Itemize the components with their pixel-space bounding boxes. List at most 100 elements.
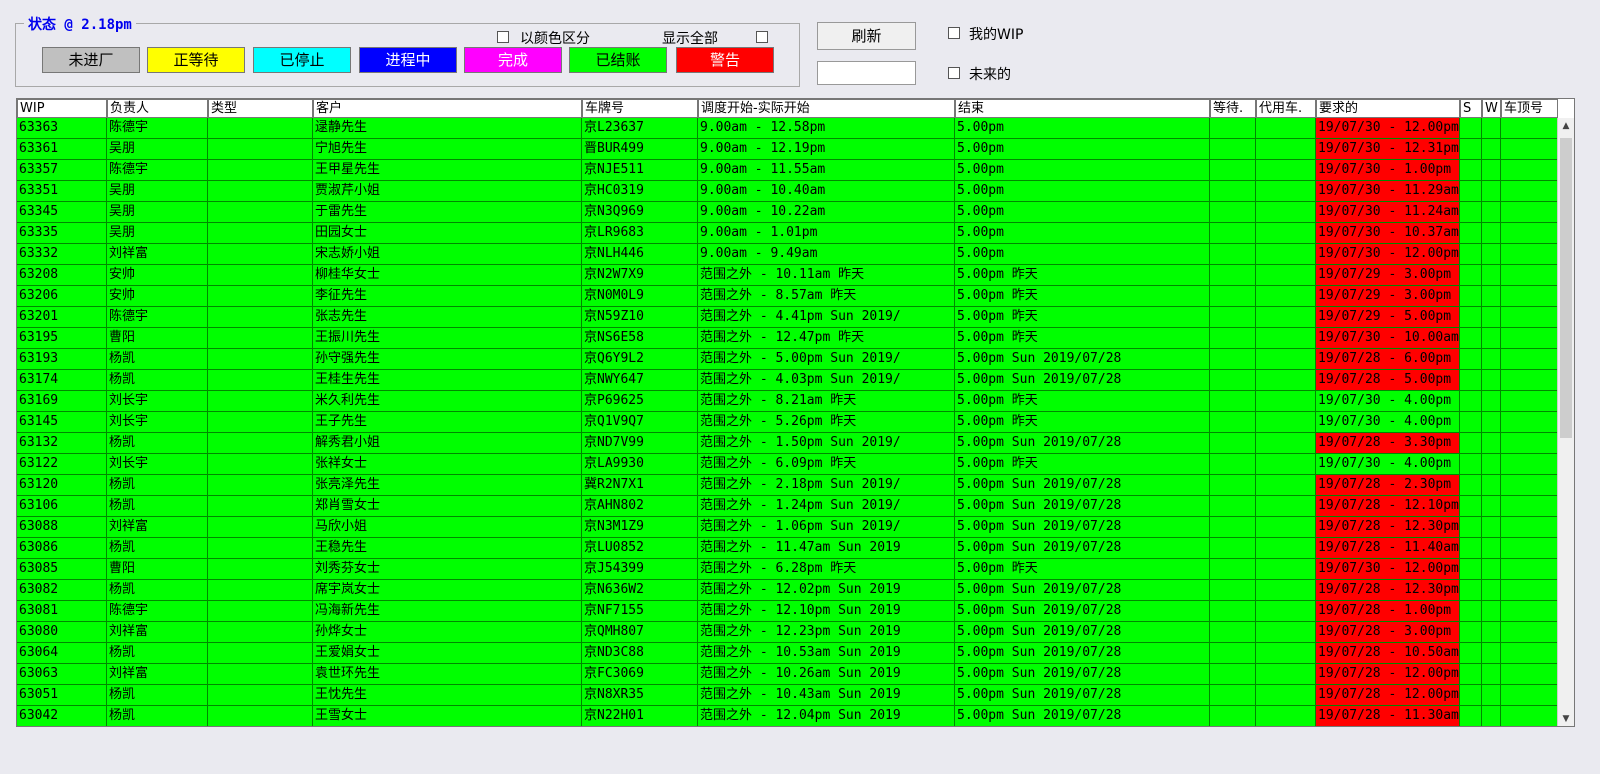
column-header-owner[interactable]: 负责人 [107, 99, 208, 118]
refresh-button[interactable]: 刷新 [817, 22, 916, 50]
column-header-roof[interactable]: 车顶号 [1501, 99, 1558, 118]
cell-wait [1210, 307, 1256, 328]
cell-end: 5.00pm Sun 2019/07/28 [955, 622, 1210, 643]
table-row[interactable]: 63201 陈德宇 张志先生 京N59Z10 范围之外 - 4.41pm Sun 201… [17, 307, 1558, 328]
cell-type [208, 370, 313, 391]
cell-start: 范围之外 - 12.23pm Sun 2019 [698, 622, 955, 643]
status-button-3[interactable]: 进程中 [359, 47, 457, 73]
table-row[interactable]: 63086 杨凯 王稳先生 京LU0852 范围之外 - 11.47am Sun 201… [17, 538, 1558, 559]
table-row[interactable]: 63361 吴朋 宁旭先生 晋BUR499 9.00am - 12.19pm 5.00pm… [17, 139, 1558, 160]
table-row[interactable]: 63051 杨凯 王忱先生 京N8XR35 范围之外 - 10.43am Sun 201… [17, 685, 1558, 706]
table-row[interactable]: 63080 刘祥富 孙烨女士 京QMH807 范围之外 - 12.23pm Sun 20… [17, 622, 1558, 643]
cell-loan [1256, 559, 1316, 580]
column-header-customer[interactable]: 客户 [313, 99, 582, 118]
cell-s [1460, 664, 1482, 685]
table-row[interactable]: 63335 吴朋 田园女士 京LR9683 9.00am - 1.01pm 5.00pm 1… [17, 223, 1558, 244]
cell-loan [1256, 517, 1316, 538]
cell-s [1460, 559, 1482, 580]
table-row[interactable]: 63081 陈德宇 冯海新先生 京NF7155 范围之外 - 12.10pm Sun 2… [17, 601, 1558, 622]
cell-start: 范围之外 - 10.11am 昨天 [698, 265, 955, 286]
table-row[interactable]: 63132 杨凯 解秀君小姐 京ND7V99 范围之外 - 1.50pm Sun 201… [17, 433, 1558, 454]
table-row[interactable]: 63082 杨凯 席宇岚女士 京N636W2 范围之外 - 12.02pm Sun 20… [17, 580, 1558, 601]
status-button-5[interactable]: 已结账 [569, 47, 667, 73]
cell-plate: 京N8XR35 [582, 685, 698, 706]
table-row[interactable]: 63332 刘祥富 宋志娇小姐 京NLH446 9.00am - 9.49am 5.00p… [17, 244, 1558, 265]
table-row[interactable]: 63193 杨凯 孙守强先生 京Q6Y9L2 范围之外 - 5.00pm Sun 201… [17, 349, 1558, 370]
table-row[interactable]: 63345 吴朋 于雷先生 京N3Q969 9.00am - 10.22am 5.00pm… [17, 202, 1558, 223]
cell-plate: 京QMH807 [582, 622, 698, 643]
column-header-wait[interactable]: 等待. [1210, 99, 1256, 118]
cell-end: 5.00pm [955, 139, 1210, 160]
column-header-type[interactable]: 类型 [208, 99, 313, 118]
table-row[interactable]: 63195 曹阳 王振川先生 京NS6E58 范围之外 - 12.47pm 昨天 5.00… [17, 328, 1558, 349]
cell-type [208, 538, 313, 559]
table-row[interactable]: 63363 陈德宇 逯静先生 京L23637 9.00am - 12.58pm 5.00p… [17, 118, 1558, 139]
cell-customer: 解秀君小姐 [313, 433, 582, 454]
my-wip-checkbox[interactable] [948, 27, 960, 39]
column-header-w[interactable]: W [1482, 99, 1501, 118]
show-all-checkbox[interactable] [756, 31, 768, 43]
column-header-loan[interactable]: 代用车. [1256, 99, 1316, 118]
cell-plate: 晋BUR499 [582, 139, 698, 160]
cell-loan [1256, 433, 1316, 454]
cell-s [1460, 202, 1482, 223]
cell-req: 19/07/28 - 6.00pm [1316, 349, 1460, 370]
cell-type [208, 307, 313, 328]
status-button-2[interactable]: 已停止 [253, 47, 351, 73]
scrollbar-thumb[interactable] [1560, 138, 1572, 438]
cell-loan [1256, 412, 1316, 433]
cell-customer: 王忱先生 [313, 685, 582, 706]
cell-start: 范围之外 - 8.21am 昨天 [698, 391, 955, 412]
table-row[interactable]: 63088 刘祥富 马欣小姐 京N3M1Z9 范围之外 - 1.06pm Sun 201… [17, 517, 1558, 538]
cell-type [208, 286, 313, 307]
table-row[interactable]: 63174 杨凯 王桂生先生 京NWY647 范围之外 - 4.03pm Sun 201… [17, 370, 1558, 391]
future-checkbox[interactable] [948, 67, 960, 79]
cell-owner: 曹阳 [107, 328, 208, 349]
table-row[interactable]: 63064 杨凯 王爱娟女士 京ND3C88 范围之外 - 10.53am Sun 20… [17, 643, 1558, 664]
vertical-scrollbar[interactable]: ▲ ▼ [1557, 118, 1574, 726]
color-distinguish-checkbox[interactable] [497, 31, 509, 43]
filter-input[interactable] [817, 61, 916, 85]
cell-plate: 京J54399 [582, 559, 698, 580]
table-row[interactable]: 63042 杨凯 王雪女士 京N22H01 范围之外 - 12.04pm Sun 201… [17, 706, 1558, 726]
table-row[interactable]: 63085 曹阳 刘秀芬女士 京J54399 范围之外 - 6.28pm 昨天 5.00p… [17, 559, 1558, 580]
scroll-up-icon[interactable]: ▲ [1562, 121, 1570, 131]
status-button-1[interactable]: 正等待 [147, 47, 245, 73]
column-header-plate[interactable]: 车牌号 [582, 99, 698, 118]
cell-w [1482, 307, 1501, 328]
table-row[interactable]: 63206 安帅 李征先生 京N0M0L9 范围之外 - 8.57am 昨天 5.00pm… [17, 286, 1558, 307]
status-button-0[interactable]: 未进厂 [42, 47, 140, 73]
table-row[interactable]: 63169 刘长宇 米久利先生 京P69625 范围之外 - 8.21am 昨天 5.00… [17, 391, 1558, 412]
column-header-s[interactable]: S [1460, 99, 1482, 118]
cell-customer: 张志先生 [313, 307, 582, 328]
cell-owner: 杨凯 [107, 706, 208, 726]
status-button-6[interactable]: 警告 [676, 47, 774, 73]
cell-req: 19/07/29 - 3.00pm [1316, 286, 1460, 307]
table-row[interactable]: 63063 刘祥富 袁世环先生 京FC3069 范围之外 - 10.26am Sun 2… [17, 664, 1558, 685]
cell-w [1482, 517, 1501, 538]
cell-req: 19/07/28 - 3.00pm [1316, 622, 1460, 643]
table-row[interactable]: 63357 陈德宇 王甲星先生 京NJE511 9.00am - 11.55am 5.00… [17, 160, 1558, 181]
cell-owner: 杨凯 [107, 370, 208, 391]
table-row[interactable]: 63351 吴朋 贾淑芹小姐 京HC0319 9.00am - 10.40am 5.00p… [17, 181, 1558, 202]
table-row[interactable]: 63145 刘长宇 王子先生 京Q1V9Q7 范围之外 - 5.26pm 昨天 5.00p… [17, 412, 1558, 433]
cell-owner: 陈德宇 [107, 118, 208, 139]
table-row[interactable]: 63106 杨凯 郑肖雪女士 京AHN802 范围之外 - 1.24pm Sun 201… [17, 496, 1558, 517]
column-header-start[interactable]: 调度开始-实际开始 [698, 99, 955, 118]
cell-loan [1256, 265, 1316, 286]
cell-roof [1501, 622, 1558, 643]
table-row[interactable]: 63122 刘长宇 张祥女士 京LA9930 范围之外 - 6.09pm 昨天 5.00p… [17, 454, 1558, 475]
cell-loan [1256, 538, 1316, 559]
table-row[interactable]: 63208 安帅 柳桂华女士 京N2W7X9 范围之外 - 10.11am 昨天 5.00… [17, 265, 1558, 286]
cell-req: 19/07/30 - 12.00pm [1316, 244, 1460, 265]
scroll-down-icon[interactable]: ▼ [1562, 714, 1570, 724]
cell-start: 范围之外 - 1.24pm Sun 2019/ [698, 496, 955, 517]
cell-wait [1210, 601, 1256, 622]
table-row[interactable]: 63120 杨凯 张亮泽先生 冀R2N7X1 范围之外 - 2.18pm Sun 201… [17, 475, 1558, 496]
column-header-end[interactable]: 结束 [955, 99, 1210, 118]
column-header-req[interactable]: 要求的 [1316, 99, 1460, 118]
cell-wait [1210, 265, 1256, 286]
column-header-wip[interactable]: WIP [17, 99, 107, 118]
status-button-4[interactable]: 完成 [464, 47, 562, 73]
cell-w [1482, 139, 1501, 160]
